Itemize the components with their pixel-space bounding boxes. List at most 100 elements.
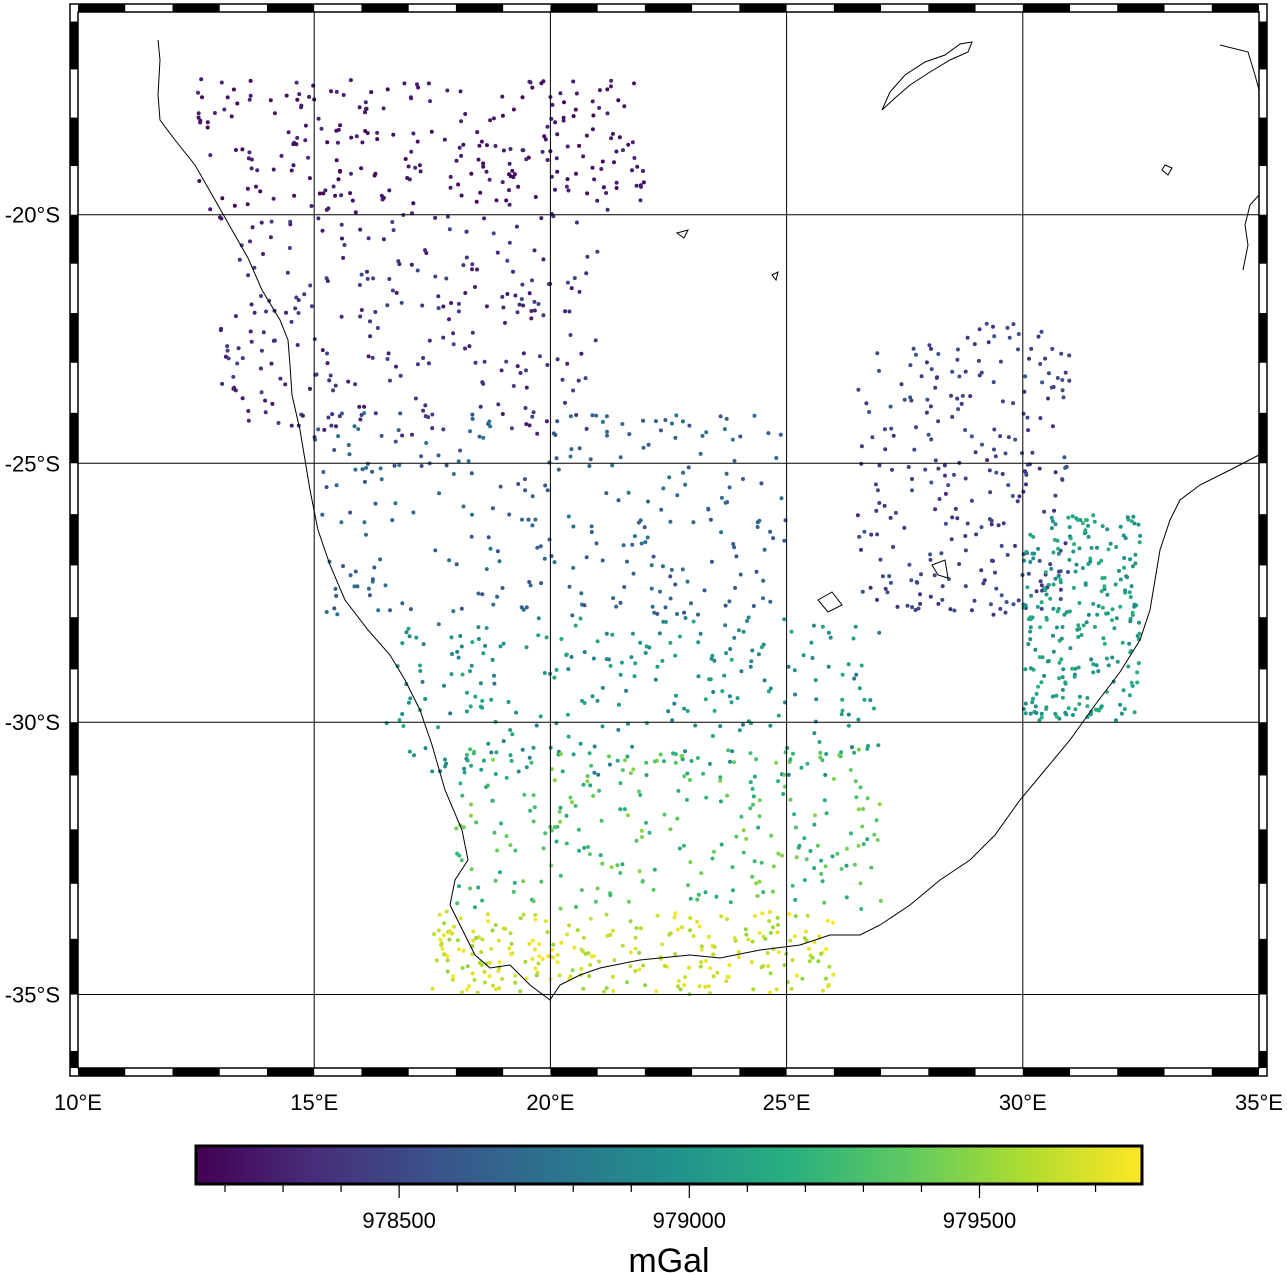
gravity-point	[577, 446, 582, 451]
gravity-point	[759, 860, 764, 865]
longitude-tick-label: 30°E	[999, 1090, 1047, 1115]
gravity-point	[864, 401, 869, 406]
gravity-point	[500, 180, 505, 185]
gravity-point	[491, 602, 496, 607]
gravity-point	[430, 986, 435, 991]
gravity-point	[1083, 581, 1088, 586]
gravity-point	[586, 951, 591, 956]
gravity-point	[1043, 570, 1048, 575]
gravity-point	[480, 898, 485, 903]
gravity-point	[597, 959, 601, 964]
gravity-point	[677, 634, 682, 639]
gravity-point	[316, 116, 321, 121]
gravity-point	[674, 413, 679, 418]
gravity-point	[1137, 540, 1142, 545]
gravity-point	[470, 640, 475, 645]
gravity-point	[541, 846, 546, 851]
gravity-point	[939, 551, 944, 556]
gravity-point	[991, 324, 995, 329]
gravity-point	[761, 596, 765, 601]
gravity-point	[633, 969, 638, 973]
gravity-point	[552, 560, 557, 565]
gravity-point	[549, 116, 554, 121]
gravity-point	[249, 302, 254, 307]
gravity-point	[393, 501, 398, 506]
gravity-point	[551, 942, 556, 947]
gravity-point	[768, 686, 773, 691]
gravity-point	[341, 564, 345, 569]
gravity-point	[509, 758, 514, 763]
frame-segment	[739, 4, 787, 12]
gravity-point	[558, 91, 563, 96]
gravity-point	[805, 761, 810, 766]
frame-segment	[455, 1068, 504, 1076]
gravity-point	[874, 508, 879, 513]
gravity-point	[303, 138, 308, 143]
gravity-point	[533, 517, 538, 522]
gravity-point	[375, 137, 380, 142]
gravity-point	[458, 781, 463, 786]
gravity-point	[571, 565, 576, 570]
gravity-point	[333, 383, 338, 388]
gravity-point	[623, 758, 627, 763]
gravity-point	[373, 310, 378, 314]
gravity-point	[316, 427, 321, 432]
gravity-point	[1042, 509, 1047, 514]
gravity-point	[630, 140, 635, 145]
gravity-point	[495, 250, 500, 255]
gravity-point	[590, 127, 595, 132]
gravity-point	[567, 309, 572, 314]
gravity-point	[445, 969, 450, 974]
gravity-point	[1089, 709, 1094, 714]
gravity-point	[702, 588, 707, 593]
gravity-point	[541, 313, 546, 318]
gravity-point	[823, 864, 828, 869]
gravity-point	[718, 724, 723, 729]
gravity-point	[793, 825, 798, 830]
gravity-point	[478, 681, 483, 686]
gravity-point	[585, 254, 590, 259]
gravity-point	[325, 351, 329, 356]
gravity-point	[831, 972, 836, 977]
gravity-point	[391, 228, 396, 233]
gravity-point	[533, 947, 537, 952]
gravity-point	[459, 858, 464, 863]
gravity-point	[655, 611, 660, 616]
gravity-point	[339, 411, 344, 416]
gravity-point	[869, 865, 874, 870]
gravity-point	[357, 283, 362, 287]
gravity-point	[249, 339, 254, 344]
gravity-point	[1011, 401, 1016, 406]
gravity-region-0	[196, 77, 646, 217]
gravity-point	[759, 645, 764, 650]
gravity-point	[1029, 346, 1034, 351]
gravity-point	[703, 959, 708, 963]
gravity-point	[1130, 683, 1135, 688]
gravity-point	[410, 432, 414, 437]
gravity-point	[364, 532, 368, 537]
gravity-point	[460, 966, 465, 970]
gravity-point	[640, 835, 644, 839]
gravity-point	[741, 477, 745, 481]
gravity-point	[820, 624, 825, 629]
gravity-point	[470, 330, 475, 335]
gravity-point	[620, 422, 625, 426]
gravity-point	[936, 419, 941, 424]
gravity-point	[492, 673, 496, 678]
gravity-point	[1026, 571, 1031, 576]
gravity-point	[485, 912, 490, 917]
gravity-point	[270, 401, 275, 406]
gravity-point	[458, 448, 463, 453]
gravity-point	[595, 639, 600, 644]
gravity-point	[699, 947, 704, 952]
gravity-point	[1096, 561, 1101, 566]
gravity-point	[373, 501, 378, 506]
gravity-point	[813, 719, 818, 724]
gravity-point	[231, 374, 236, 379]
gravity-point	[467, 984, 471, 988]
gravity-point	[248, 329, 253, 334]
gravity-point	[600, 724, 605, 729]
gravity-point	[824, 947, 829, 952]
gravity-point	[675, 493, 680, 498]
gravity-point	[1066, 706, 1071, 711]
